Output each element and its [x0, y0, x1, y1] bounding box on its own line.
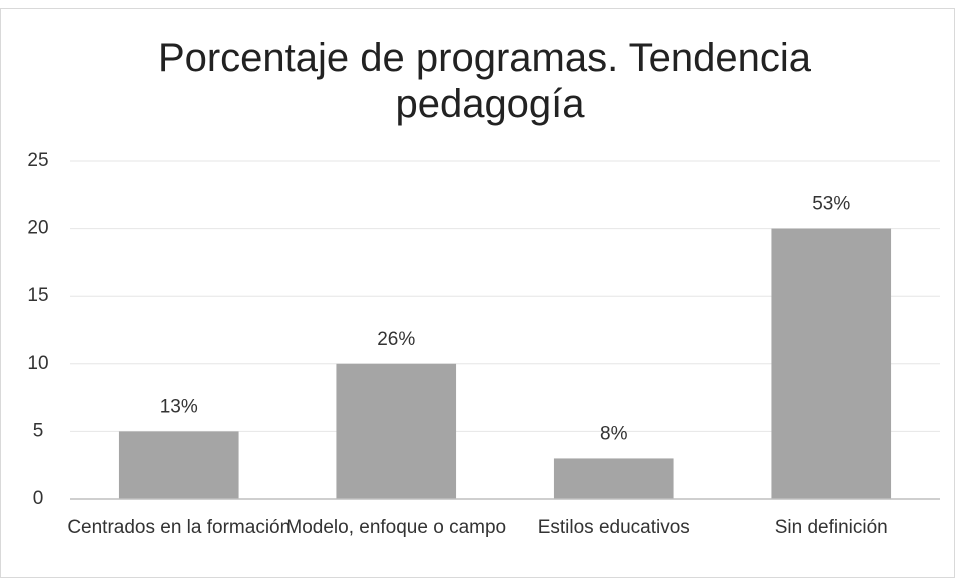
y-tick-label: 0	[33, 488, 44, 509]
y-tick-label: 25	[27, 150, 48, 171]
x-tick-label: Modelo, enfoque o campo	[286, 517, 506, 538]
chart-title: Porcentaje de programas. Tendencia pedag…	[158, 36, 822, 126]
data-label: 13%	[160, 396, 198, 417]
data-label: 26%	[377, 329, 415, 350]
bar	[771, 228, 892, 499]
data-label: 53%	[812, 194, 850, 215]
x-tick-label: Centrados en la formación	[67, 517, 290, 538]
y-tick-label: 15	[27, 285, 48, 306]
x-tick-label: Estilos educativos	[538, 517, 690, 538]
x-tick-label: Sin definición	[775, 517, 888, 538]
y-tick-label: 5	[33, 420, 44, 441]
bar	[553, 458, 674, 499]
bar	[118, 431, 239, 499]
y-tick-label: 20	[27, 218, 48, 239]
y-tick-label: 10	[27, 353, 48, 374]
bar	[336, 363, 457, 499]
data-label: 8%	[600, 423, 628, 444]
